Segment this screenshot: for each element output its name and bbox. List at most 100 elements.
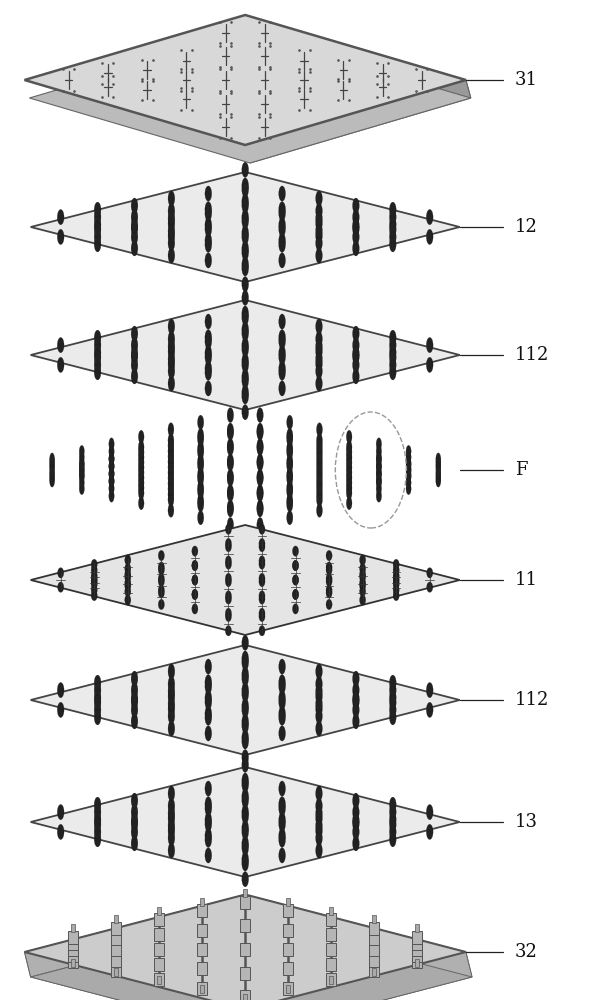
Ellipse shape bbox=[316, 701, 322, 716]
FancyBboxPatch shape bbox=[200, 898, 204, 906]
Ellipse shape bbox=[205, 706, 211, 721]
Ellipse shape bbox=[242, 714, 249, 729]
Ellipse shape bbox=[242, 793, 249, 808]
Ellipse shape bbox=[316, 689, 322, 704]
Ellipse shape bbox=[287, 481, 293, 495]
Ellipse shape bbox=[242, 229, 249, 245]
FancyBboxPatch shape bbox=[326, 928, 336, 941]
Ellipse shape bbox=[389, 237, 396, 252]
Ellipse shape bbox=[427, 702, 433, 718]
Ellipse shape bbox=[257, 487, 264, 502]
Ellipse shape bbox=[436, 460, 441, 471]
Ellipse shape bbox=[226, 573, 232, 584]
Ellipse shape bbox=[352, 702, 359, 718]
Ellipse shape bbox=[376, 490, 381, 502]
Ellipse shape bbox=[205, 221, 211, 237]
Ellipse shape bbox=[316, 363, 322, 379]
Ellipse shape bbox=[279, 706, 286, 721]
Ellipse shape bbox=[109, 482, 114, 495]
Ellipse shape bbox=[436, 453, 441, 464]
Ellipse shape bbox=[242, 162, 249, 177]
Ellipse shape bbox=[205, 365, 211, 380]
Ellipse shape bbox=[79, 459, 85, 471]
Ellipse shape bbox=[242, 671, 249, 686]
FancyBboxPatch shape bbox=[111, 954, 121, 967]
Ellipse shape bbox=[94, 690, 101, 705]
Ellipse shape bbox=[94, 217, 101, 232]
Ellipse shape bbox=[242, 702, 249, 718]
Ellipse shape bbox=[242, 306, 249, 321]
Ellipse shape bbox=[109, 438, 114, 450]
Ellipse shape bbox=[124, 580, 131, 591]
Ellipse shape bbox=[279, 253, 286, 268]
Ellipse shape bbox=[131, 241, 138, 256]
Ellipse shape bbox=[316, 319, 322, 334]
Ellipse shape bbox=[360, 578, 366, 588]
Polygon shape bbox=[31, 645, 460, 755]
Ellipse shape bbox=[287, 484, 293, 499]
Ellipse shape bbox=[257, 469, 264, 484]
Ellipse shape bbox=[279, 679, 286, 694]
FancyBboxPatch shape bbox=[68, 943, 78, 956]
Ellipse shape bbox=[197, 458, 204, 473]
Ellipse shape bbox=[316, 696, 322, 711]
Ellipse shape bbox=[227, 408, 234, 423]
Ellipse shape bbox=[406, 445, 411, 457]
Ellipse shape bbox=[279, 349, 286, 365]
Ellipse shape bbox=[131, 816, 138, 831]
Ellipse shape bbox=[79, 451, 85, 463]
Ellipse shape bbox=[316, 482, 322, 496]
Ellipse shape bbox=[406, 471, 411, 483]
FancyBboxPatch shape bbox=[200, 985, 204, 993]
Ellipse shape bbox=[94, 209, 101, 225]
Ellipse shape bbox=[227, 441, 234, 456]
Ellipse shape bbox=[158, 599, 164, 610]
Ellipse shape bbox=[91, 585, 97, 595]
Text: 11: 11 bbox=[515, 571, 538, 589]
Ellipse shape bbox=[79, 477, 85, 489]
FancyBboxPatch shape bbox=[326, 973, 336, 986]
Ellipse shape bbox=[242, 389, 249, 404]
Ellipse shape bbox=[192, 604, 198, 614]
Ellipse shape bbox=[131, 357, 138, 373]
Polygon shape bbox=[29, 33, 471, 163]
FancyBboxPatch shape bbox=[240, 919, 250, 932]
Ellipse shape bbox=[197, 494, 204, 508]
FancyBboxPatch shape bbox=[243, 889, 247, 897]
Polygon shape bbox=[25, 15, 466, 145]
Ellipse shape bbox=[197, 481, 204, 495]
Ellipse shape bbox=[192, 589, 198, 600]
Ellipse shape bbox=[205, 202, 211, 217]
Ellipse shape bbox=[94, 812, 101, 827]
Ellipse shape bbox=[168, 344, 175, 359]
FancyBboxPatch shape bbox=[370, 922, 379, 935]
Ellipse shape bbox=[316, 216, 322, 231]
Ellipse shape bbox=[389, 682, 396, 698]
Ellipse shape bbox=[279, 690, 286, 706]
Ellipse shape bbox=[168, 216, 175, 231]
Text: 112: 112 bbox=[515, 346, 549, 364]
Ellipse shape bbox=[279, 330, 286, 345]
Ellipse shape bbox=[406, 477, 411, 489]
Ellipse shape bbox=[94, 365, 101, 380]
Ellipse shape bbox=[131, 671, 138, 686]
Ellipse shape bbox=[226, 556, 232, 566]
Ellipse shape bbox=[436, 473, 441, 485]
Ellipse shape bbox=[257, 500, 264, 515]
Ellipse shape bbox=[259, 524, 265, 534]
Ellipse shape bbox=[242, 820, 249, 836]
Ellipse shape bbox=[168, 434, 174, 447]
Ellipse shape bbox=[376, 452, 381, 465]
Ellipse shape bbox=[279, 233, 286, 248]
Ellipse shape bbox=[94, 330, 101, 345]
Ellipse shape bbox=[316, 823, 322, 838]
Ellipse shape bbox=[287, 467, 293, 482]
Ellipse shape bbox=[316, 211, 322, 226]
Ellipse shape bbox=[168, 376, 175, 391]
FancyBboxPatch shape bbox=[240, 896, 250, 909]
FancyBboxPatch shape bbox=[158, 976, 161, 984]
Ellipse shape bbox=[168, 684, 175, 699]
Ellipse shape bbox=[168, 223, 175, 238]
Ellipse shape bbox=[168, 444, 174, 458]
Ellipse shape bbox=[158, 562, 164, 572]
